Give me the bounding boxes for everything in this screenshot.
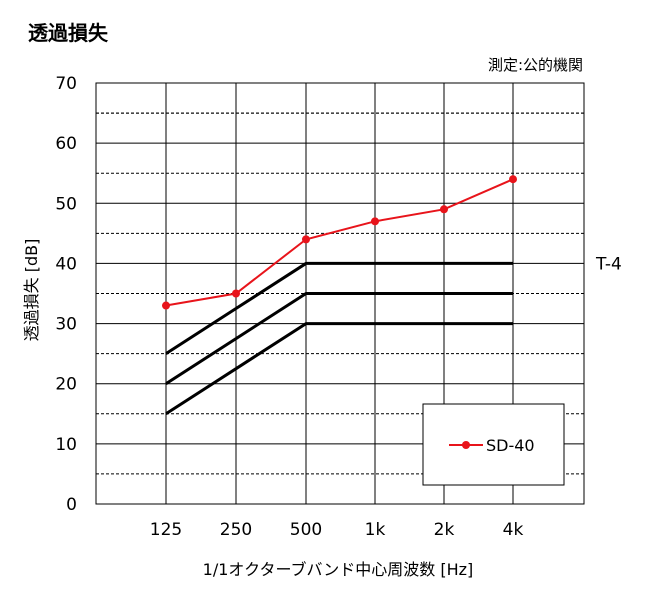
data-point [440,205,448,214]
reference-line [165,292,513,385]
legend-series-marker [462,441,470,449]
y-tick-label: 10 [55,435,77,455]
legend-box [422,403,565,486]
y-tick-label: 30 [55,315,77,335]
data-point [371,217,379,226]
series [162,175,517,310]
y-tick-label: 60 [55,134,77,154]
reference-labels: T-4 [595,254,622,274]
x-axis-label: 1/1オクターブバンド中心周波数 [Hz] [203,560,474,579]
data-point [509,175,517,184]
measurement-note: 測定:公的機関 [488,56,583,74]
reference-line-label: T-4 [595,254,622,274]
x-tick-label: 500 [290,520,322,540]
y-tick-label: 40 [55,254,77,274]
plot-frame [95,82,585,505]
reference-line [165,322,513,416]
reference-lines [165,261,513,416]
y-tick-label: 0 [66,495,77,515]
legend-series-label: SD-40 [486,436,535,455]
data-point [302,235,310,244]
y-tick-labels: 0 10 20 30 40 50 60 70 [55,74,77,515]
y-axis-label: 透過損失 [dB] [22,239,41,342]
chart-title: 透過損失 [28,21,109,45]
series-line [165,178,514,307]
x-tick-label: 1k [365,520,386,540]
y-tick-label: 50 [55,194,77,214]
data-point [232,289,240,298]
x-tick-label: 250 [220,520,252,540]
x-tick-label: 2k [434,520,455,540]
y-tick-label: 70 [55,74,77,94]
y-tick-label: 20 [55,375,77,395]
x-tick-label: 4k [503,520,524,540]
reference-line [165,261,513,355]
legend: SD-40 [422,403,565,486]
x-tick-labels: 125 250 500 1k 2k 4k [150,520,524,540]
x-tick-label: 125 [150,520,182,540]
data-point [162,301,170,310]
